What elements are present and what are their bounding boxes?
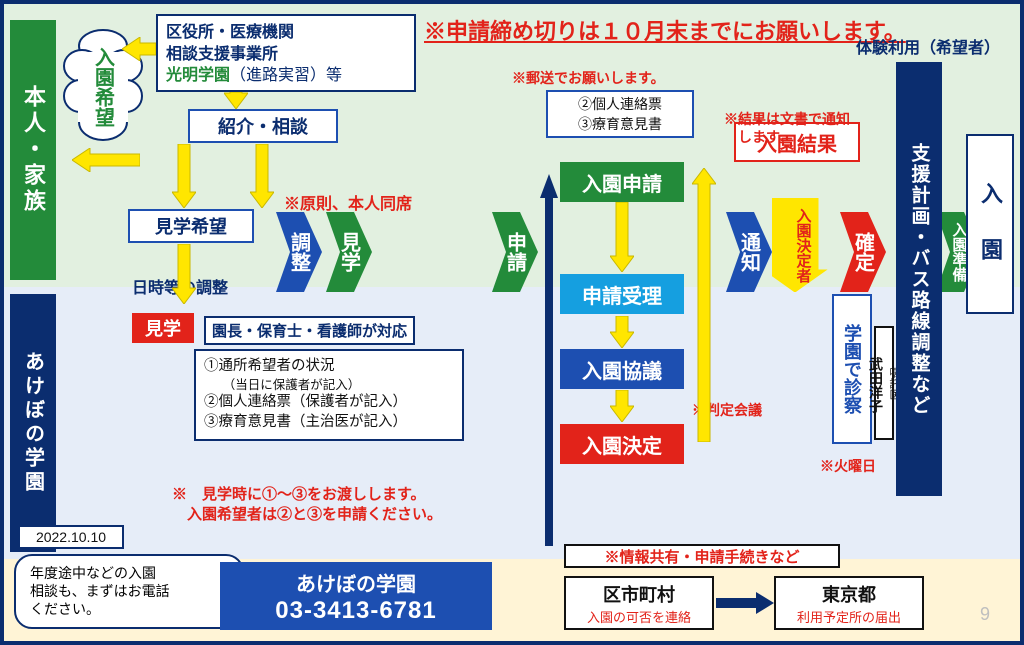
flow-apply: 入園申請 — [560, 162, 684, 202]
doc-mini: ②個人連絡票③療育意見書 — [546, 90, 694, 138]
visit-wish: 見学希望 — [128, 209, 254, 243]
big-arrow-label: 申請 — [492, 212, 538, 292]
bottom-arrow — [716, 592, 774, 614]
yellow-arrow-3 — [250, 144, 274, 208]
visit-tag: 見学 — [132, 313, 194, 343]
phone-callout: 年度途中などの入園 相談も、まずはお電話 ください。 — [14, 554, 244, 629]
org-box: 区役所・医療機関 相談支援事業所 光明学園（進路実習）等 — [156, 14, 416, 92]
principle-note: ※原則、本人同席 — [284, 190, 412, 214]
org-line: 区役所・医療機関 — [166, 22, 406, 44]
page-number: 9 — [980, 604, 990, 625]
result-note: ※結果は文書で通知 します。 — [724, 76, 850, 181]
enter-box: 入 園 — [966, 134, 1014, 314]
trial-note: 体験利用（希望者） — [856, 34, 1000, 58]
flow-council: 入園協議 — [560, 349, 684, 389]
big-arrow-3: 通知 — [726, 212, 772, 292]
big-arrow-label: 調整 — [276, 212, 322, 292]
big-arrow-label: 通知 — [726, 212, 772, 292]
doc-line: （当日に保護者が記入） — [204, 377, 454, 394]
share-note: ※情報共有・申請手続きなど — [564, 544, 840, 568]
org-line: 相談支援事業所 — [166, 44, 406, 66]
doctor-box: 嘱託医 武田洋子 — [874, 326, 894, 440]
visit-tag-note: 園長・保育士・看護師が対応 — [204, 316, 415, 345]
yellow-arrow-6 — [610, 202, 634, 272]
flow-decide: 入園決定 — [560, 424, 684, 464]
big-arrow-2: 申請 — [492, 212, 538, 292]
big-arrow-1: 見学 — [326, 212, 372, 292]
yellow-arrow-9 — [692, 168, 716, 442]
big-arrow-6: 入園決定者 — [780, 198, 834, 292]
mail-note: ※郵送でお願いします。 — [512, 68, 665, 88]
big-arrow-label: 見学 — [326, 212, 372, 292]
doc-line: ③療育意見書（主治医が記入） — [204, 413, 454, 433]
big-arrow-label: 確定 — [840, 212, 886, 292]
doc-line: ②個人連絡票（保護者が記入） — [204, 393, 454, 413]
yellow-arrow-0 — [122, 37, 156, 61]
plan-box: 支援計画・バス路線調整など — [896, 62, 942, 496]
side-akebono: あけぼの学園 — [10, 294, 56, 552]
doc-box: ①通所希望者の状況 （当日に保護者が記入） ②個人連絡票（保護者が記入） ③療育… — [194, 349, 464, 441]
big-arrow-label: 入園決定者 — [780, 198, 826, 292]
yellow-arrow-2 — [224, 92, 248, 109]
big-arrow-0: 調整 — [276, 212, 322, 292]
yellow-arrow-4 — [172, 144, 196, 208]
tues-note: ※火曜日 — [820, 456, 876, 476]
contact-box: あけぼの学園 03-3413-6781 — [220, 562, 492, 630]
side-family: 本人・家族 — [10, 20, 56, 280]
kushi-box: 区市町村 入園の可否を連絡 — [564, 576, 714, 630]
navy-chevron — [540, 174, 558, 546]
date-box: 2022.10.10 — [18, 525, 124, 549]
yellow-arrow-7 — [610, 316, 634, 348]
visit-note: ※ 見学時に①～③をお渡しします。 入園希望者は②と③を申請ください。 — [172, 444, 442, 566]
yellow-arrow-5 — [172, 244, 196, 304]
tokyo-box: 東京都 利用予定所の届出 — [774, 576, 924, 630]
org-line: 光明学園（進路実習）等 — [166, 65, 406, 87]
deadline-text: ※申請締め切りは１０月末までにお願いします。 — [424, 14, 906, 46]
yellow-arrow-1 — [72, 148, 140, 172]
intro-box: 紹介・相談 — [188, 109, 338, 143]
doc-line: ①通所希望者の状況 — [204, 357, 454, 377]
yellow-arrow-8 — [610, 390, 634, 422]
flow-accept: 申請受理 — [560, 274, 684, 314]
big-arrow-4: 確定 — [840, 212, 886, 292]
